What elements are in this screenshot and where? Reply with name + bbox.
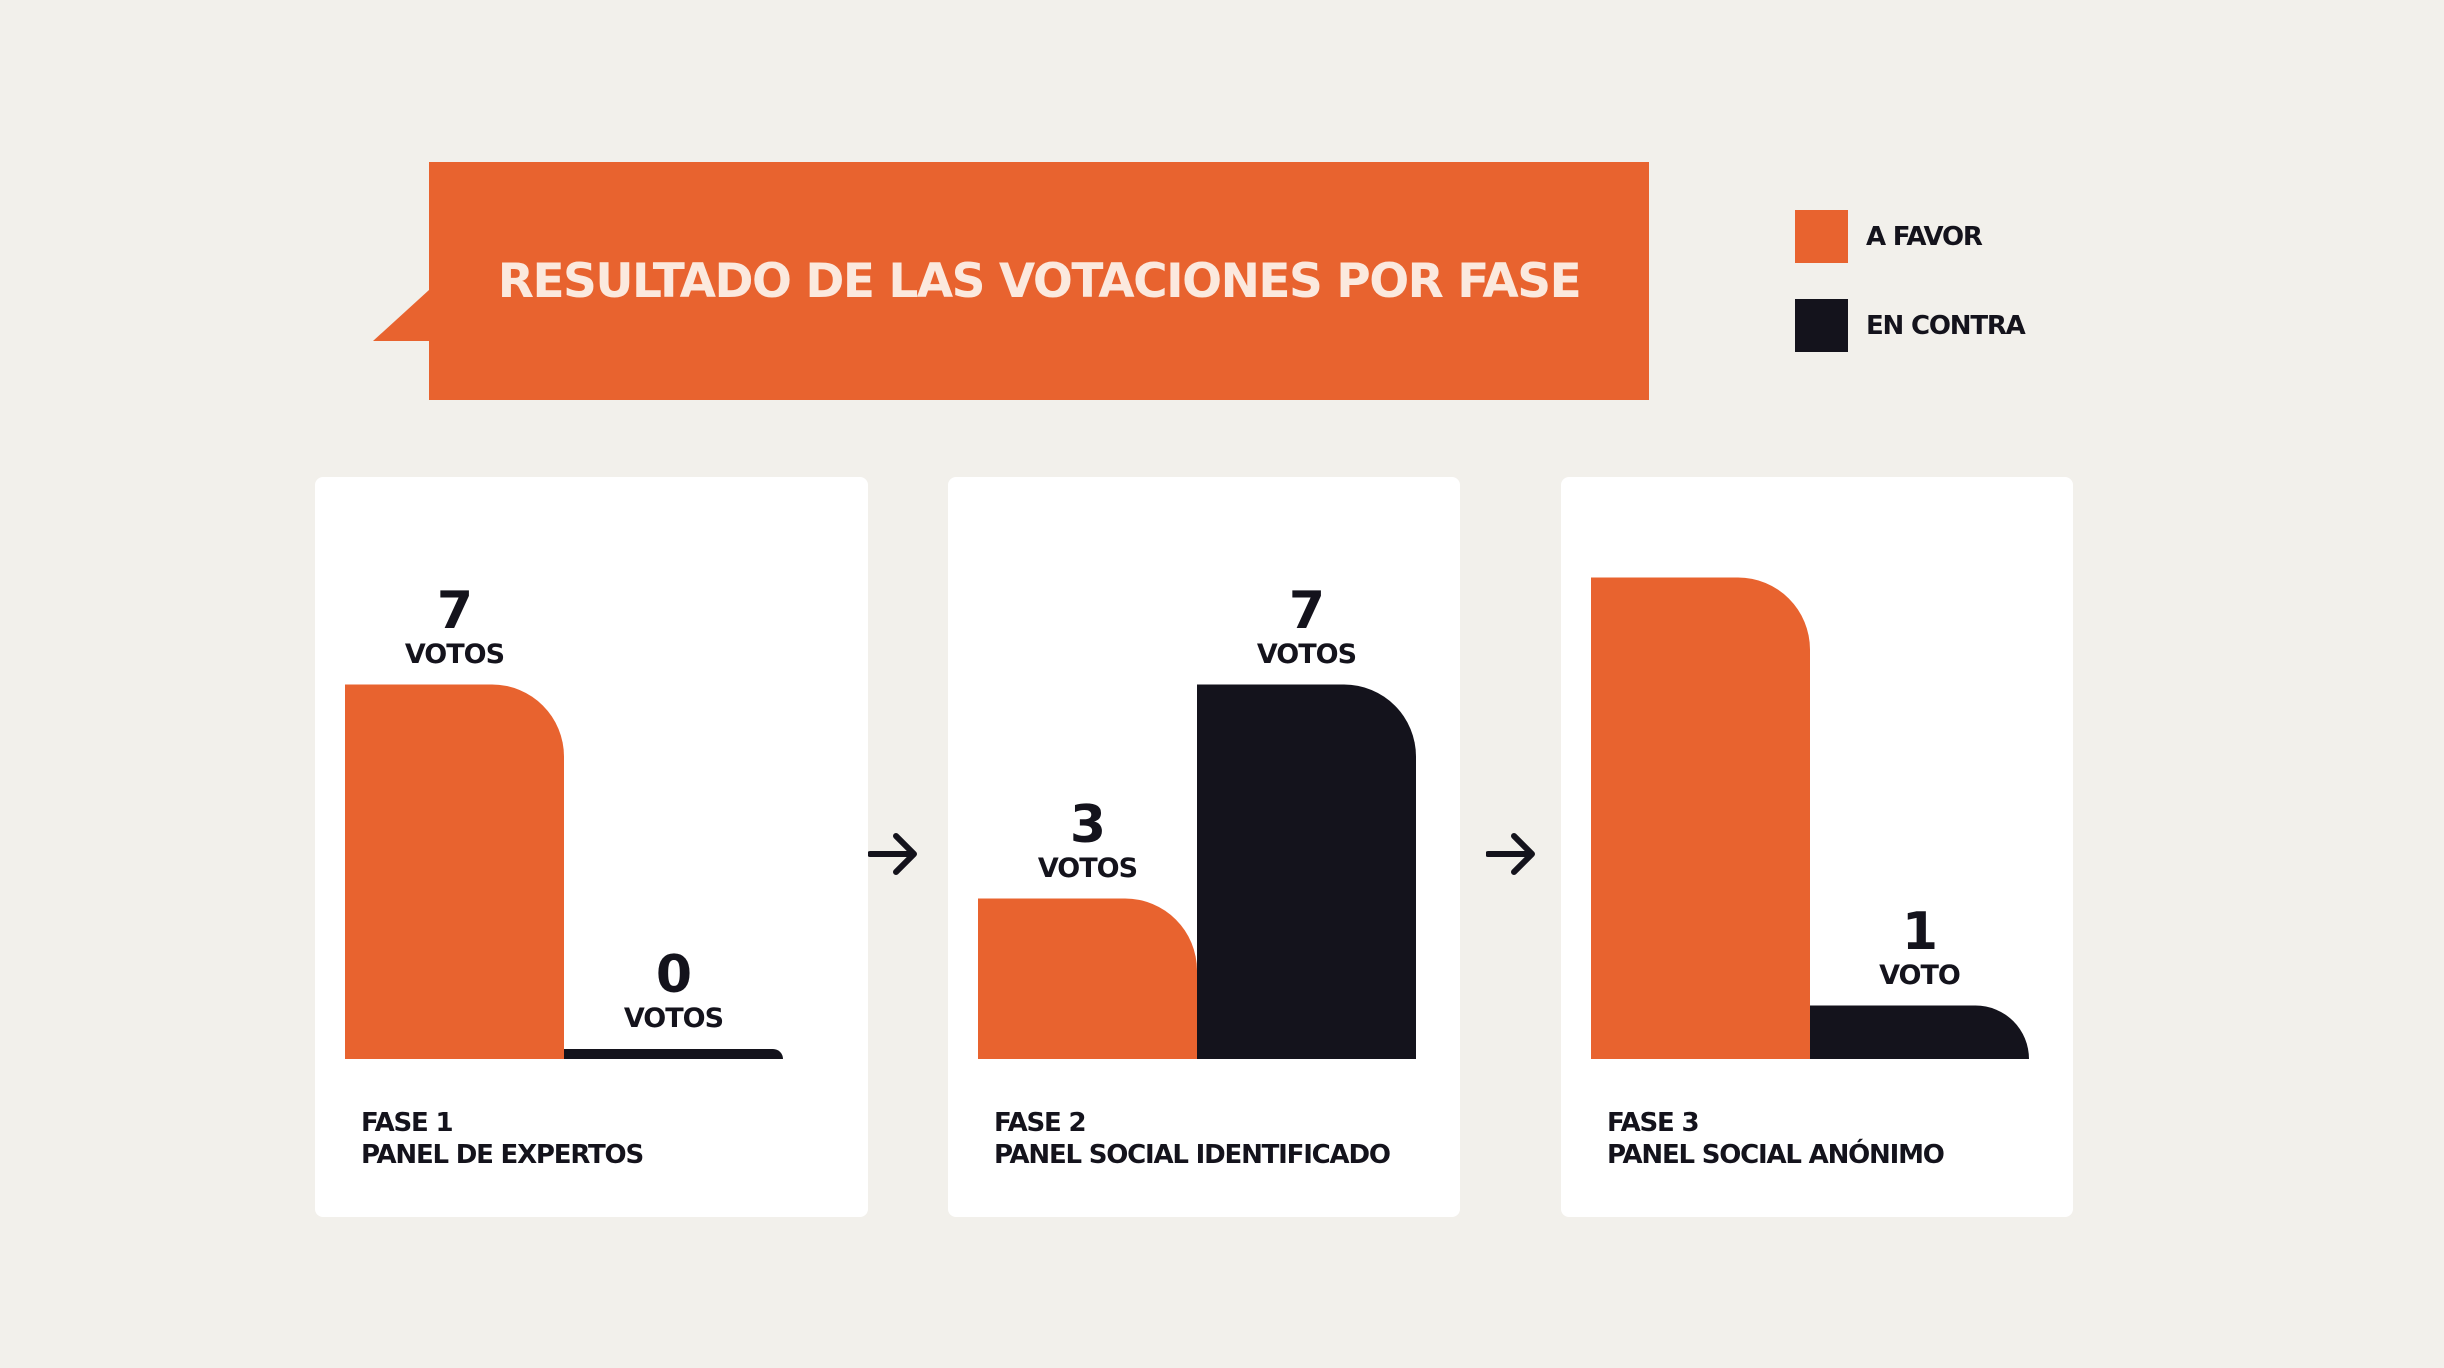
title-banner: RESULTADO DE LAS VOTACIONES POR FASE bbox=[373, 162, 1649, 400]
phase-3-value-unit-contra: VOTO bbox=[1879, 959, 1961, 991]
phase-1-value-number-favor: 7 bbox=[436, 580, 473, 641]
phase-1-name: FASE 1 bbox=[361, 1108, 454, 1138]
phase-1-value-unit-favor: VOTOS bbox=[404, 638, 505, 670]
legend-swatch-contra bbox=[1795, 299, 1848, 352]
phase-1-value-label-contra: 0 VOTOS bbox=[564, 949, 784, 1032]
phase-1-panel: PANEL DE EXPERTOS bbox=[361, 1140, 644, 1170]
phase-2-value-number-favor: 3 bbox=[1069, 794, 1106, 855]
phase-2-bar-favor bbox=[978, 898, 1197, 1059]
legend-item-contra: EN CONTRA bbox=[1795, 299, 2026, 352]
phase-1-bars bbox=[345, 684, 783, 1059]
phase-3-bars bbox=[1591, 577, 2029, 1059]
phase-1-caption: FASE 1 PANEL DE EXPERTOS bbox=[361, 1107, 644, 1171]
arrow-right-icon bbox=[868, 833, 917, 875]
phase-3-caption: FASE 3 PANEL SOCIAL ANÓNIMO bbox=[1607, 1107, 1945, 1171]
phase-3-value-number-contra: 1 bbox=[1901, 901, 1938, 962]
phase-1-value-label-favor: 7 VOTOS bbox=[345, 585, 565, 668]
phase-3-panel: PANEL SOCIAL ANÓNIMO bbox=[1607, 1140, 1945, 1170]
phase-1-value-number-contra: 0 bbox=[655, 945, 692, 1005]
phase-2-value-number-contra: 7 bbox=[1288, 580, 1325, 641]
phase-2-value-label-contra: 7 VOTOS bbox=[1197, 585, 1417, 668]
phase-2-panel: PANEL SOCIAL IDENTIFICADO bbox=[994, 1140, 1391, 1170]
phase-1-bar-contra bbox=[564, 1049, 783, 1059]
arrow-right-icon bbox=[1486, 833, 1535, 875]
phase-2-caption: FASE 2 PANEL SOCIAL IDENTIFICADO bbox=[994, 1107, 1391, 1171]
chart-title: RESULTADO DE LAS VOTACIONES POR FASE bbox=[497, 253, 1582, 309]
phase-1-card: FASE 1 PANEL DE EXPERTOS 7 VOTOS 0 VOTOS bbox=[315, 477, 868, 1217]
legend-swatch-favor bbox=[1795, 210, 1848, 263]
phase-3-card: FASE 3 PANEL SOCIAL ANÓNIMO 1 VOTO bbox=[1561, 477, 2073, 1217]
phase-2-bars bbox=[978, 684, 1416, 1059]
phase-2-bar-contra bbox=[1197, 684, 1416, 1059]
phase-3-value-label-contra: 1 VOTO bbox=[1810, 906, 2030, 989]
phase-3-bar-contra bbox=[1810, 1005, 2029, 1059]
phase-2-value-label-favor: 3 VOTOS bbox=[978, 799, 1198, 882]
phase-3-bar-favor bbox=[1591, 577, 1810, 1059]
legend-item-favor: A FAVOR bbox=[1795, 210, 1983, 263]
phase-2-value-unit-favor: VOTOS bbox=[1037, 852, 1138, 884]
phase-2-name: FASE 2 bbox=[994, 1108, 1087, 1138]
phase-2-card: FASE 2 PANEL SOCIAL IDENTIFICADO 3 VOTOS 7… bbox=[948, 477, 1460, 1217]
phase-1-bar-favor bbox=[345, 684, 564, 1059]
legend-label-favor: A FAVOR bbox=[1866, 221, 1983, 252]
phase-3-name: FASE 3 bbox=[1607, 1108, 1700, 1138]
phase-2-value-unit-contra: VOTOS bbox=[1256, 638, 1357, 670]
legend-label-contra: EN CONTRA bbox=[1866, 310, 2026, 341]
phase-1-value-unit-contra: VOTOS bbox=[623, 1003, 724, 1034]
